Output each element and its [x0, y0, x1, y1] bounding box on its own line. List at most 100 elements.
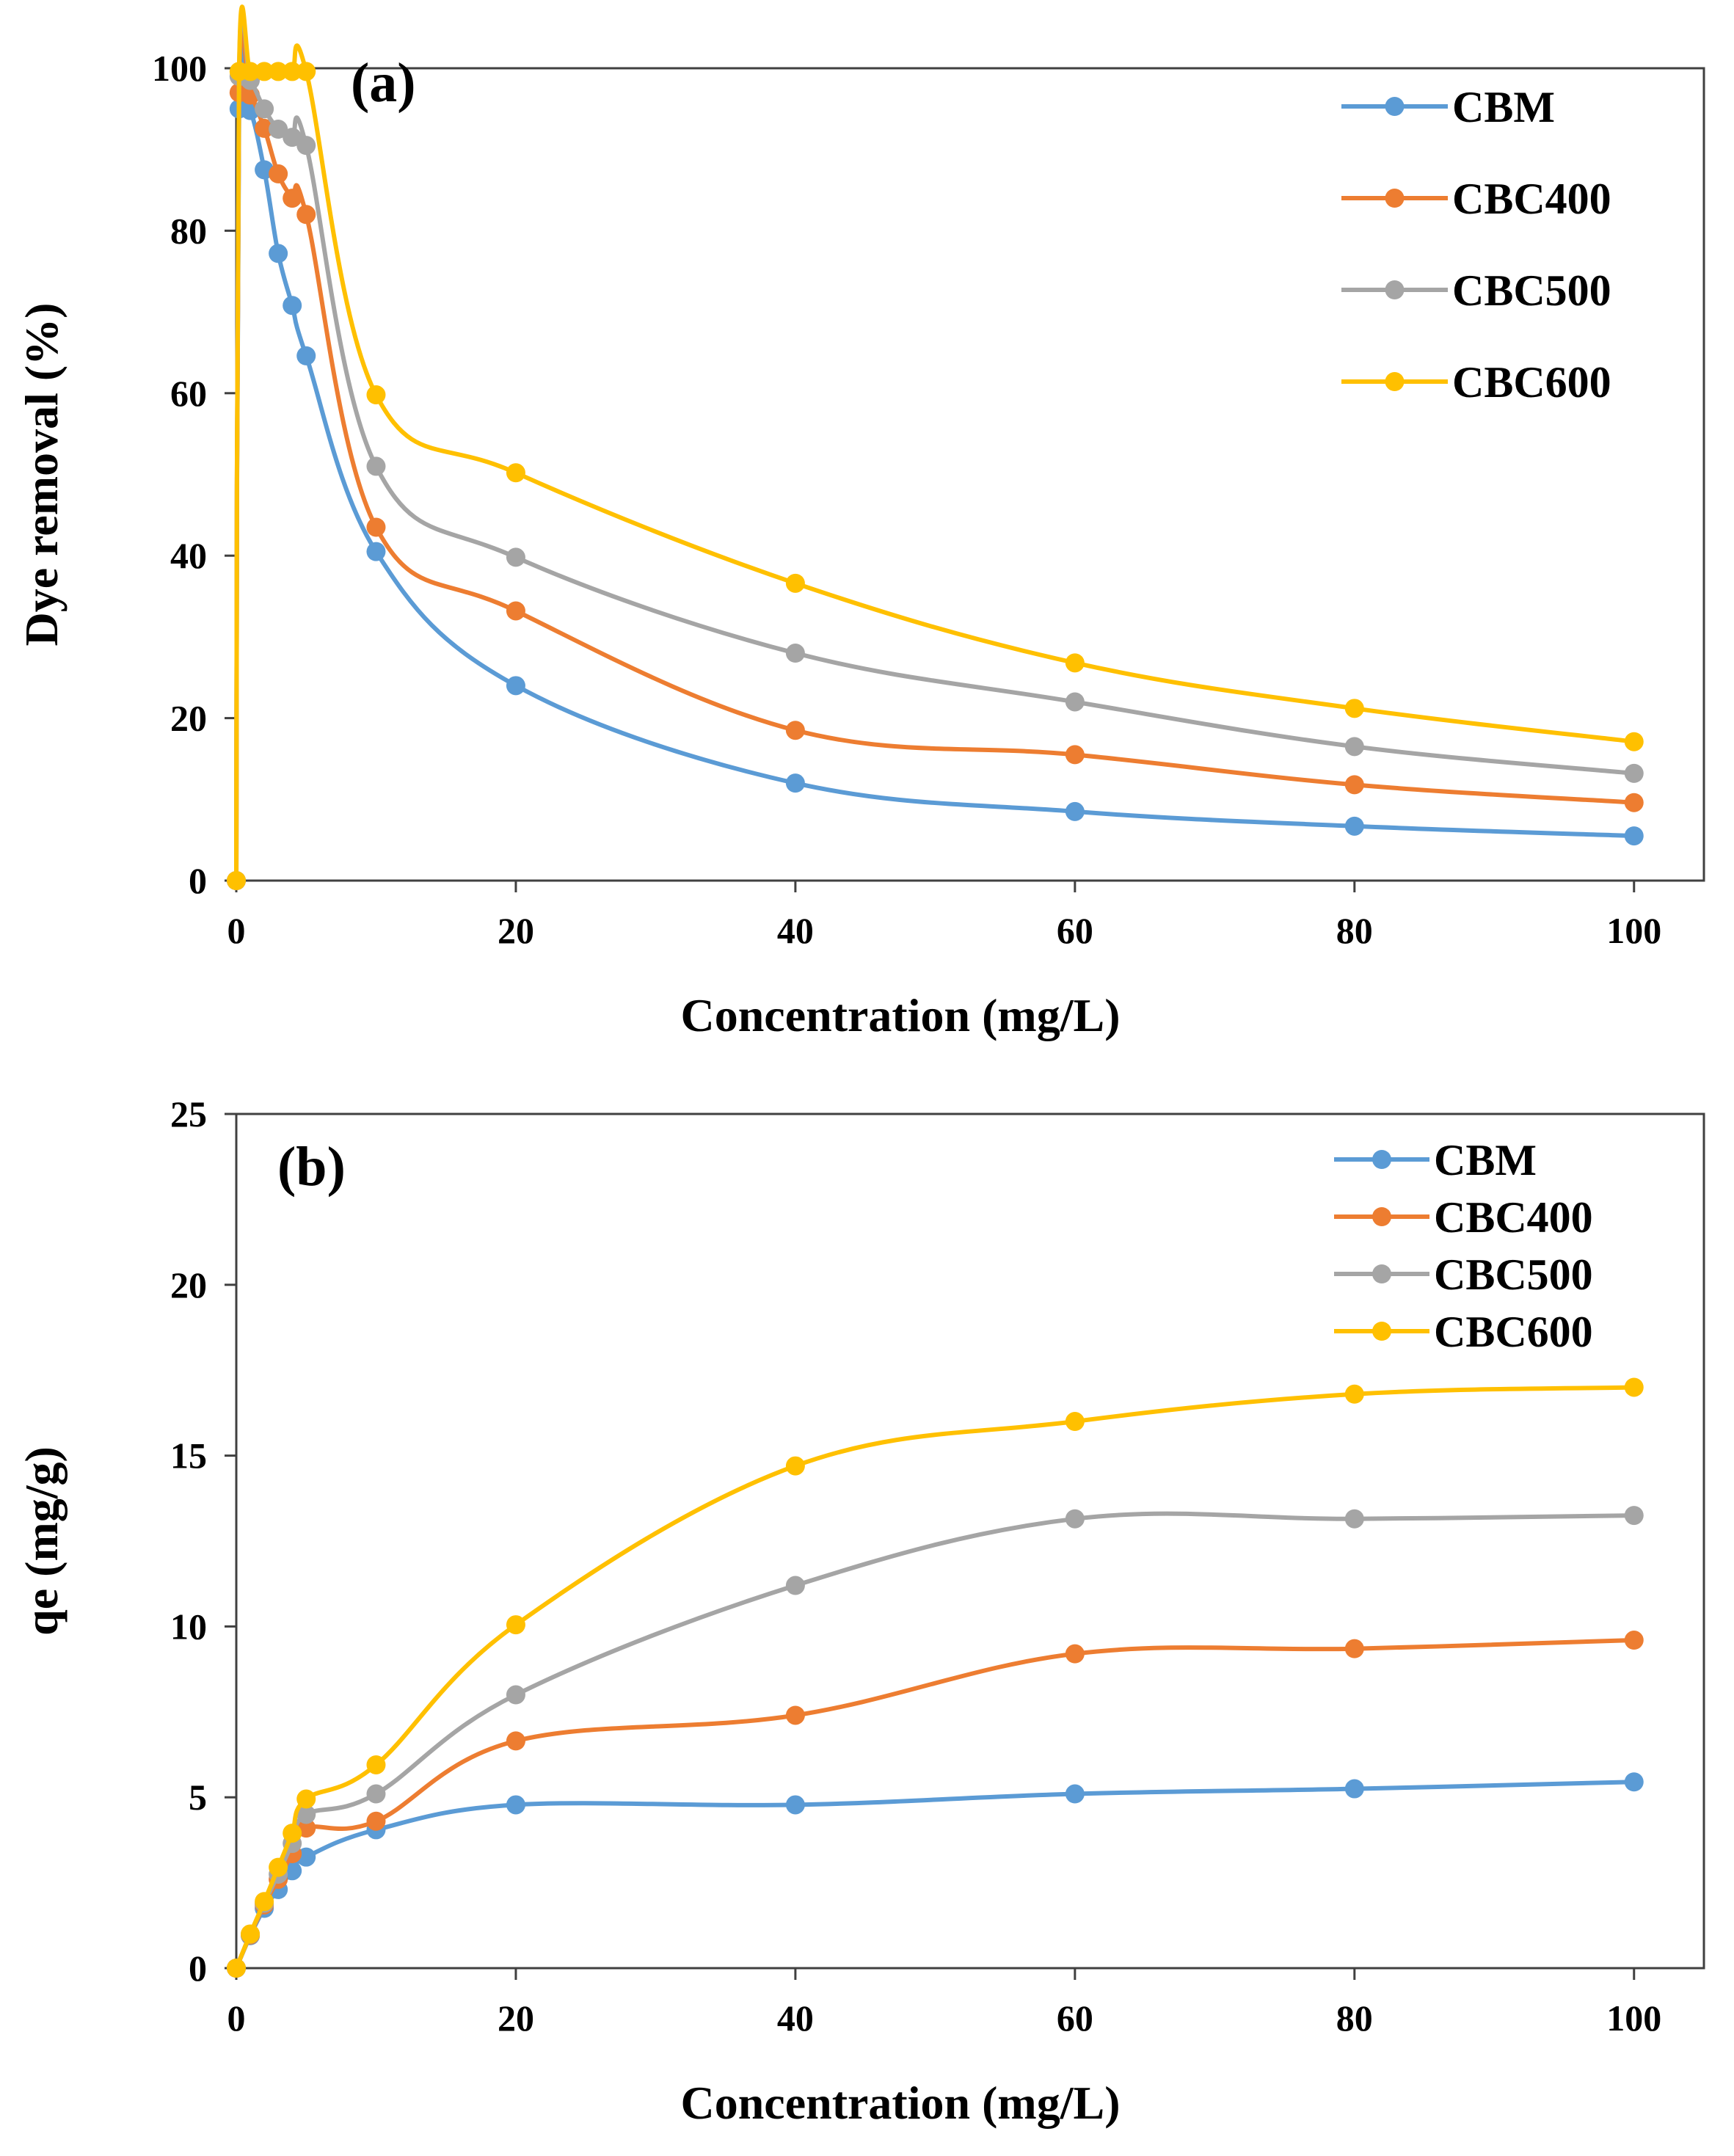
data-point — [1065, 692, 1085, 712]
data-point — [1065, 1644, 1085, 1664]
legend-marker-cbc400 — [1385, 189, 1405, 208]
y-tick-label: 100 — [152, 48, 207, 89]
legend-label-cbc400: CBC400 — [1434, 1193, 1593, 1242]
data-point — [506, 1615, 525, 1635]
data-point — [269, 62, 288, 81]
series-cbc600 — [227, 1377, 1644, 1978]
y-tick-label: 20 — [170, 698, 207, 739]
data-point — [506, 601, 525, 621]
y-tick-label: 80 — [170, 210, 207, 251]
panel-label: (a) — [351, 52, 416, 114]
legend-marker-cbc500 — [1385, 280, 1405, 299]
legend-marker-cbm — [1372, 1150, 1391, 1169]
legend-label-cbc600: CBC600 — [1452, 358, 1611, 407]
y-axis-title: Dye removal (%) — [15, 303, 68, 647]
data-point — [296, 136, 316, 156]
data-point — [1065, 745, 1085, 765]
data-point — [1065, 653, 1085, 673]
data-point — [227, 871, 246, 890]
data-point — [366, 1755, 386, 1774]
data-point — [785, 721, 805, 740]
data-point — [255, 99, 274, 119]
data-point — [1624, 1631, 1644, 1650]
y-tick-label: 5 — [189, 1777, 207, 1818]
chart-panel-a: 0 20 40 60 80 100 0 20 40 60 80 100 Concentration (m… — [15, 4, 1705, 1041]
x-tick-label: 40 — [777, 910, 814, 951]
data-point — [1065, 1412, 1085, 1432]
data-point — [785, 644, 805, 663]
data-point — [1065, 801, 1085, 821]
legend-label-cbm: CBM — [1452, 83, 1555, 131]
data-point — [269, 244, 288, 263]
x-tick-label: 40 — [777, 1997, 814, 2039]
series-cbc600 — [227, 4, 1644, 890]
panel-label: (b) — [277, 1136, 346, 1198]
chart-panel-b: 0 20 40 60 80 100 0 5 10 15 20 25 Concentration (mg/… — [15, 1093, 1705, 2129]
data-point — [1344, 1779, 1364, 1799]
data-point — [1065, 1784, 1085, 1804]
plot-frame — [235, 1112, 1705, 1970]
data-point — [1344, 1639, 1364, 1658]
y-tick-label: 0 — [189, 860, 207, 901]
data-point — [1624, 1772, 1644, 1792]
legend-marker-cbc400 — [1372, 1207, 1391, 1226]
x-tick-label: 80 — [1336, 910, 1373, 951]
y-tick-label: 60 — [170, 373, 207, 414]
y-tick-label: 15 — [170, 1435, 207, 1476]
data-point — [283, 1824, 302, 1843]
data-point — [269, 164, 288, 183]
series-line-cbc600 — [234, 4, 1636, 883]
data-point — [283, 189, 302, 208]
data-point — [1624, 732, 1644, 751]
legend-label-cbc500: CBC500 — [1434, 1250, 1593, 1299]
x-tick-label: 20 — [498, 910, 534, 951]
data-point — [506, 676, 525, 696]
data-point — [1344, 1509, 1364, 1529]
data-point — [1344, 699, 1364, 718]
data-point — [506, 463, 525, 483]
data-point — [1065, 1509, 1085, 1529]
data-point — [785, 1705, 805, 1725]
x-axis-title: Concentration (mg/L) — [680, 2077, 1120, 2129]
data-point — [366, 456, 386, 476]
data-point — [269, 120, 288, 139]
data-point — [1344, 816, 1364, 836]
y-tick-label: 10 — [170, 1606, 207, 1647]
data-point — [506, 1731, 525, 1751]
data-point — [366, 1811, 386, 1831]
data-point — [296, 346, 316, 365]
data-point — [296, 1804, 316, 1824]
data-point — [366, 542, 386, 561]
data-point — [506, 1685, 525, 1705]
x-tick-label: 60 — [1057, 1997, 1093, 2039]
data-point — [255, 1892, 274, 1912]
x-tick-label: 100 — [1606, 910, 1661, 951]
data-point — [366, 1784, 386, 1804]
x-tick-label: 0 — [227, 910, 246, 951]
data-point — [1624, 826, 1644, 846]
data-point — [785, 1576, 805, 1595]
data-point — [283, 296, 302, 316]
data-point — [785, 1456, 805, 1476]
legend-label-cbc400: CBC400 — [1452, 175, 1611, 223]
data-point — [785, 773, 805, 793]
data-point — [296, 1789, 316, 1809]
y-axis-title: qe (mg/g) — [15, 1446, 68, 1636]
data-point — [1624, 1506, 1644, 1526]
x-tick-label: 100 — [1606, 1997, 1661, 2039]
y-tick-label: 25 — [170, 1093, 207, 1135]
data-point — [785, 573, 805, 593]
data-point — [1344, 775, 1364, 795]
legend-marker-cbc500 — [1372, 1264, 1391, 1283]
data-point — [366, 517, 386, 537]
legend-marker-cbc600 — [1372, 1322, 1391, 1341]
data-point — [1344, 737, 1364, 757]
legend-label-cbm: CBM — [1434, 1136, 1537, 1184]
data-point — [241, 1924, 261, 1944]
y-tick-label: 40 — [170, 535, 207, 576]
legend-label-cbc600: CBC600 — [1434, 1308, 1593, 1356]
data-point — [1344, 1384, 1364, 1404]
data-point — [296, 62, 316, 81]
data-point — [785, 1795, 805, 1815]
